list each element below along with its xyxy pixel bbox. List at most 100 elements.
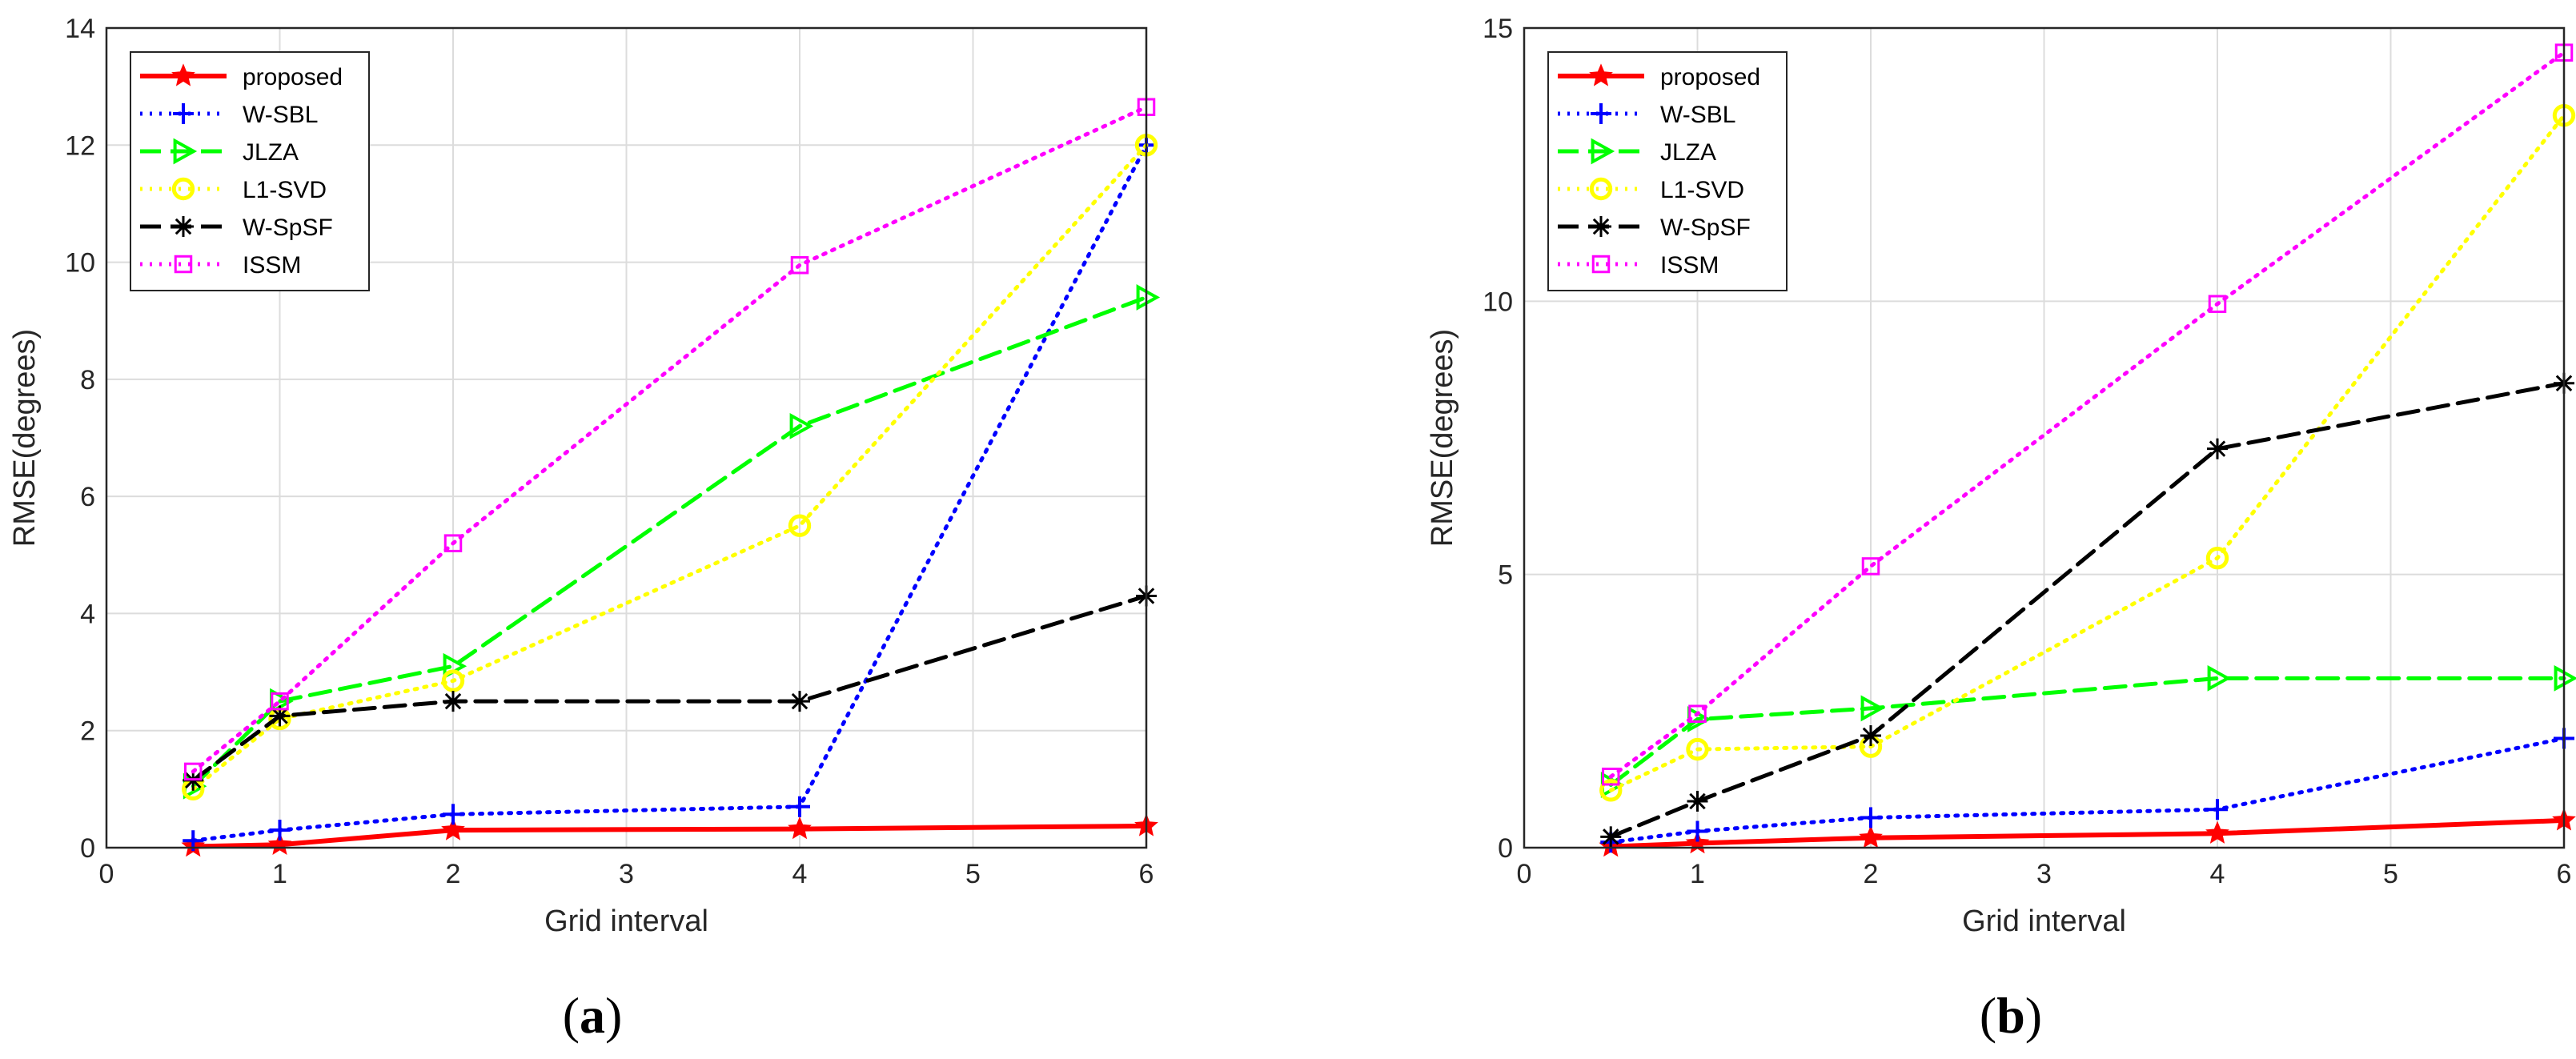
legend-label: JLZA bbox=[1660, 139, 1716, 166]
legend-marker bbox=[1589, 177, 1613, 201]
legend-item-w-spsf: W-SpSF bbox=[140, 215, 333, 241]
data-point bbox=[789, 796, 810, 817]
x-tick-label: 6 bbox=[1139, 859, 1154, 889]
y-tick-label: 10 bbox=[65, 248, 95, 279]
data-point bbox=[271, 692, 289, 711]
data-point bbox=[2207, 799, 2228, 820]
series-w-sbl bbox=[183, 134, 1157, 852]
data-point bbox=[1599, 779, 1623, 802]
x-tick-label: 4 bbox=[2210, 859, 2225, 889]
x-tick-label: 1 bbox=[1690, 859, 1705, 889]
series-line bbox=[191, 105, 1149, 774]
legend-marker bbox=[171, 177, 195, 201]
data-point bbox=[789, 691, 810, 712]
legend-item-l1-svd: L1-SVD bbox=[1558, 177, 1744, 203]
x-tick-label: 5 bbox=[2383, 859, 2398, 889]
legend-item-jlza: JLZA bbox=[1558, 138, 1716, 166]
data-point bbox=[2208, 295, 2227, 313]
x-tick-label: 2 bbox=[446, 859, 461, 889]
panel-caption-letter: a bbox=[580, 987, 605, 1044]
series-line bbox=[1608, 113, 2566, 792]
y-tick-label: 6 bbox=[80, 482, 95, 512]
legend-marker bbox=[1591, 255, 1611, 274]
y-tick-label: 8 bbox=[80, 365, 95, 395]
legend-label: proposed bbox=[1660, 64, 1760, 90]
data-point bbox=[2554, 664, 2576, 692]
y-tick-label: 15 bbox=[1483, 14, 1513, 44]
legend-marker bbox=[1591, 216, 1611, 237]
y-axis-label: RMSE(degrees) bbox=[1426, 329, 1459, 547]
legend-label: W-SBL bbox=[243, 102, 318, 128]
chart-panel-b: 0 1 2 3 4 5 6 0 5 10 15 Grid interval RMSE(degrees) p… bbox=[1426, 14, 2576, 1044]
y-tick-label: 14 bbox=[65, 14, 95, 44]
x-tick-label: 1 bbox=[272, 859, 287, 889]
legend-label: L1-SVD bbox=[1660, 177, 1744, 203]
data-point bbox=[2205, 546, 2229, 570]
x-axis-label: Grid interval bbox=[544, 905, 708, 938]
y-tick-label: 4 bbox=[80, 599, 95, 629]
x-tick-label: 0 bbox=[99, 859, 114, 889]
legend-item-jlza: JLZA bbox=[140, 138, 299, 166]
x-tick-label: 5 bbox=[965, 859, 981, 889]
data-point bbox=[443, 691, 463, 712]
legend-label: L1-SVD bbox=[243, 177, 327, 203]
data-point bbox=[1602, 768, 1620, 786]
x-tick-label: 3 bbox=[619, 859, 634, 889]
data-point bbox=[789, 412, 814, 439]
legend-item-proposed: proposed bbox=[1558, 63, 1760, 90]
legend-marker bbox=[1591, 138, 1615, 165]
legend-marker bbox=[1589, 63, 1613, 86]
y-tick-label: 2 bbox=[80, 716, 95, 747]
legend-box bbox=[130, 51, 370, 291]
data-point bbox=[1860, 807, 1881, 828]
legend-marker bbox=[173, 103, 194, 124]
x-tick-label: 2 bbox=[1864, 859, 1879, 889]
data-point bbox=[441, 817, 465, 840]
y-tick-label: 0 bbox=[1498, 833, 1513, 864]
data-point bbox=[1861, 557, 1880, 576]
legend-label: W-SBL bbox=[1660, 102, 1735, 128]
data-point bbox=[1859, 825, 1883, 848]
panel-caption: (b) bbox=[1980, 987, 2042, 1044]
legend-marker bbox=[171, 63, 195, 86]
data-point bbox=[790, 255, 809, 275]
axes-frame bbox=[1523, 26, 2566, 849]
data-point bbox=[269, 820, 291, 841]
legend-item-l1-svd: L1-SVD bbox=[140, 177, 327, 203]
data-point bbox=[441, 669, 465, 692]
series-line bbox=[1608, 50, 2566, 779]
x-tick-label: 0 bbox=[1517, 859, 1532, 889]
series-line bbox=[191, 142, 1149, 792]
x-tick-label: 3 bbox=[2036, 859, 2052, 889]
data-point bbox=[2207, 664, 2232, 692]
y-tick-label: 5 bbox=[1498, 560, 1513, 591]
data-point bbox=[184, 762, 203, 781]
series-issm bbox=[184, 98, 1156, 781]
legend-marker bbox=[173, 138, 198, 165]
data-point bbox=[1136, 284, 1161, 311]
y-tick-label: 10 bbox=[1483, 287, 1513, 317]
legend-marker bbox=[1591, 103, 1611, 124]
legend-item-w-spsf: W-SpSF bbox=[1558, 215, 1751, 241]
data-point bbox=[2205, 820, 2229, 844]
data-point bbox=[1600, 826, 1622, 848]
legend-label: W-SpSF bbox=[1660, 215, 1751, 241]
legend-marker bbox=[173, 216, 194, 237]
data-point bbox=[1687, 820, 1708, 842]
legend-item-issm: ISSM bbox=[1558, 252, 1719, 279]
data-point bbox=[1686, 737, 1709, 761]
legend: proposed W-SBL JLZA L1-SVD W-SpSF ISSM bbox=[1547, 51, 1788, 291]
legend: proposed W-SBL JLZA L1-SVD W-SpSF ISSM bbox=[130, 51, 370, 291]
x-axis-label: Grid interval bbox=[1962, 905, 2126, 938]
legend-item-w-sbl: W-SBL bbox=[1558, 102, 1735, 128]
panel-caption: (a) bbox=[563, 987, 623, 1044]
data-point bbox=[1687, 790, 1708, 812]
legend-item-proposed: proposed bbox=[140, 63, 343, 90]
data-point bbox=[2207, 438, 2228, 459]
data-point bbox=[1688, 704, 1707, 723]
legend-marker bbox=[174, 255, 193, 274]
y-tick-label: 0 bbox=[80, 833, 95, 864]
legend-item-issm: ISSM bbox=[140, 252, 301, 279]
